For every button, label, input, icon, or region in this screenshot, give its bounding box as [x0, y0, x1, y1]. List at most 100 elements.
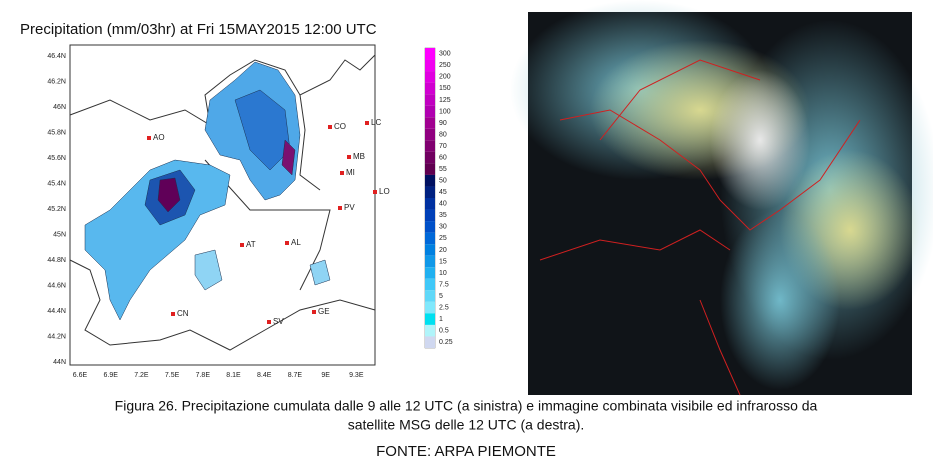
city-label: CO: [334, 122, 346, 131]
lon-label: 9E: [321, 372, 330, 379]
borders: [69, 54, 376, 351]
lat-label: 46.2N: [47, 78, 66, 85]
colorbar-label: 7.5: [439, 281, 449, 288]
lon-label: 7.2E: [134, 372, 149, 379]
city-label: PV: [344, 203, 355, 212]
colorbar-label: 0.5: [439, 328, 449, 335]
colorbar-swatch: [425, 48, 435, 60]
lat-label: 44.4N: [47, 308, 66, 315]
lon-label: 7.5E: [165, 372, 180, 379]
lon-label: 9.3E: [349, 372, 364, 379]
lat-label: 45.2N: [47, 206, 66, 213]
colorbar-swatch: [425, 128, 435, 141]
colorbar-label: 25: [439, 235, 447, 242]
lon-label: 8.1E: [226, 372, 241, 379]
lat-label: 45.4N: [47, 180, 66, 187]
lat-label: 44.8N: [47, 257, 66, 264]
city-marker: [328, 125, 332, 129]
lat-label: 44.6N: [47, 282, 66, 289]
city-label: AL: [291, 238, 301, 247]
city-marker: [267, 320, 271, 324]
city-label: MB: [353, 152, 365, 161]
colorbar-swatch: [425, 324, 435, 337]
colorbar-swatch: [425, 71, 435, 83]
colorbar-label: 20: [439, 247, 447, 254]
colorbar-label: 70: [439, 143, 447, 150]
colorbar-swatch: [425, 198, 435, 210]
city-marker: [285, 241, 289, 245]
colorbar-label: 80: [439, 131, 447, 138]
city-marker: [365, 121, 369, 125]
colorbar-label: 5: [439, 293, 443, 300]
colorbar-swatch: [425, 82, 435, 95]
colorbar-swatch: [425, 174, 435, 187]
lat-label: 44.2N: [47, 333, 66, 340]
city-marker: [338, 206, 342, 210]
colorbar-swatch: [425, 244, 435, 256]
colorbar-swatch: [425, 290, 435, 302]
lat-label: 45.6N: [47, 155, 66, 162]
city-marker: [340, 171, 344, 175]
city-marker: [240, 243, 244, 247]
caption-line: Figura 26. Precipitazione cumulata dalle…: [115, 398, 818, 414]
city-marker: [312, 310, 316, 314]
colorbar-swatch: [425, 163, 435, 175]
colorbar-swatch: [425, 140, 435, 152]
colorbar-swatch: [425, 336, 435, 348]
lon-label: 6.9E: [103, 372, 118, 379]
colorbar-swatch: [425, 151, 435, 164]
caption-line: satellite MSG delle 12 UTC (a destra).: [348, 417, 585, 433]
city-label: LO: [379, 187, 390, 196]
lon-label: 8.4E: [257, 372, 272, 379]
satellite-image: [510, 0, 933, 396]
colorbar-label: 15: [439, 258, 447, 265]
colorbar-swatch: [425, 117, 435, 129]
colorbar-swatch: [425, 209, 435, 222]
map-title: Precipitation (mm/03hr) at Fri 15MAY2015…: [20, 21, 377, 38]
colorbar-label: 150: [439, 85, 451, 92]
colorbar-label: 100: [439, 108, 451, 115]
colorbar-swatch: [425, 267, 435, 279]
colorbar-label: 90: [439, 120, 447, 127]
city-label: CN: [177, 309, 189, 318]
source: FONTE: ARPA PIEMONTE: [376, 443, 556, 460]
city-label: AO: [153, 133, 165, 142]
colorbar-label: 50: [439, 178, 447, 185]
lon-label: 8.7E: [288, 372, 303, 379]
colorbar-label: 2.5: [439, 304, 449, 311]
colorbar-label: 10: [439, 270, 447, 277]
lat-label: 44N: [53, 359, 66, 366]
colorbar-swatch: [425, 232, 435, 245]
colorbar-label: 0.25: [439, 339, 453, 346]
colorbar-swatch: [425, 278, 435, 291]
colorbar-label: 60: [439, 154, 447, 161]
lat-label: 45.8N: [47, 129, 66, 136]
colorbar-label: 300: [439, 51, 451, 58]
colorbar-swatch: [425, 105, 435, 118]
colorbar-swatch: [425, 94, 435, 106]
city-label: MI: [346, 168, 355, 177]
colorbar-swatch: [425, 301, 435, 314]
city-marker: [373, 190, 377, 194]
colorbar-swatch: [425, 313, 435, 325]
city-label: AT: [246, 240, 256, 249]
colorbar-label: 250: [439, 62, 451, 69]
colorbar-label: 1: [439, 316, 443, 323]
city-label: LC: [371, 118, 381, 127]
colorbar-swatch: [425, 186, 435, 198]
city-marker: [171, 312, 175, 316]
lat-label: 46.4N: [47, 53, 66, 60]
precipitation: [84, 61, 331, 321]
lat-label: 46N: [53, 104, 66, 111]
colorbar-label: 30: [439, 224, 447, 231]
colorbar-swatch: [425, 255, 435, 268]
colorbar-swatch: [425, 59, 435, 72]
lat-label: 45N: [53, 231, 66, 238]
colorbar-swatch: [425, 221, 435, 233]
lon-label: 6.6E: [73, 372, 88, 379]
lon-label: 7.8E: [196, 372, 211, 379]
city-label: SV: [273, 317, 284, 326]
colorbar-label: 125: [439, 97, 451, 104]
colorbar-label: 55: [439, 166, 447, 173]
